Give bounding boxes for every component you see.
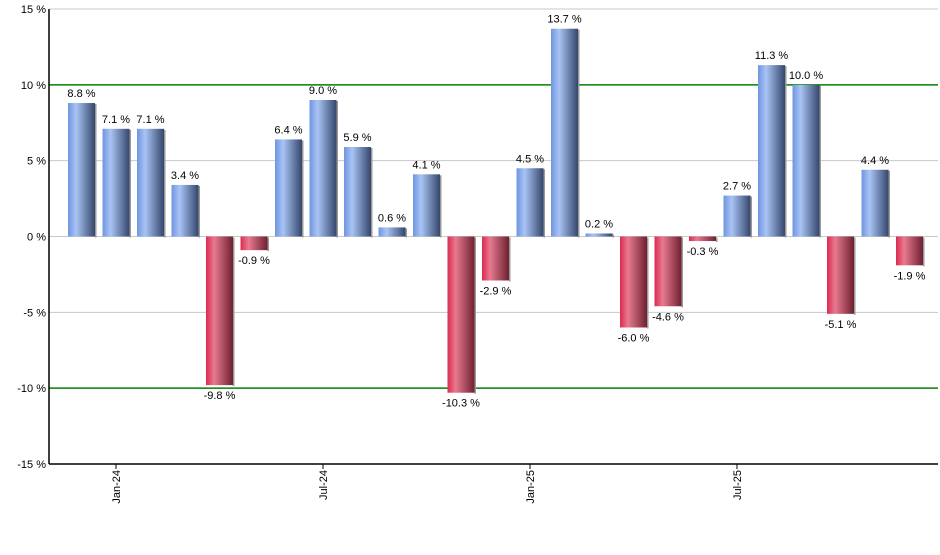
x-tick-label: Jul-25: [732, 470, 744, 500]
bar-shadow: [509, 237, 511, 282]
y-tick-label: 10 %: [21, 80, 46, 92]
data-label: -5.1 %: [825, 319, 857, 331]
bar: [206, 236, 233, 386]
y-tick-label: 15 %: [21, 4, 46, 16]
data-label: -2.9 %: [480, 285, 512, 297]
data-label: 6.4 %: [274, 124, 302, 136]
y-tick-label: -5 %: [23, 307, 46, 319]
bar: [861, 169, 889, 237]
data-label: -4.6 %: [652, 311, 684, 323]
data-label: 4.4 %: [861, 155, 889, 167]
bar: [896, 236, 923, 266]
bar-shadow: [888, 170, 890, 238]
bar-shadow: [923, 237, 925, 267]
y-tick-label: 0 %: [27, 232, 46, 244]
bar: [102, 128, 130, 237]
bar: [827, 236, 854, 314]
data-label: 4.5 %: [516, 153, 544, 165]
bar-shadow: [647, 237, 649, 329]
data-label: 8.8 %: [67, 88, 95, 100]
bar-shadow: [405, 228, 407, 238]
bar: [585, 233, 613, 237]
bar: [723, 195, 751, 237]
data-label: 10.0 %: [789, 70, 823, 82]
bar: [309, 100, 337, 237]
data-label: -0.9 %: [238, 255, 270, 267]
data-label: 11.3 %: [755, 50, 789, 62]
bar: [240, 236, 268, 251]
data-label: 2.7 %: [723, 181, 751, 193]
bar: [551, 28, 578, 237]
bar-shadow: [819, 85, 821, 238]
bar-shadow: [681, 237, 683, 308]
x-tick-label: Jul-24: [318, 470, 330, 500]
y-tick-label: 5 %: [27, 156, 46, 168]
bar: [792, 84, 820, 237]
bar: [413, 174, 440, 237]
bar: [654, 236, 682, 307]
bar: [68, 103, 95, 237]
bar-shadow: [336, 101, 338, 238]
data-label: 0.2 %: [585, 218, 613, 230]
bar-shadow: [785, 66, 787, 238]
data-label: 7.1 %: [136, 114, 164, 126]
data-label: 4.1 %: [412, 159, 440, 171]
bar: [689, 236, 716, 242]
bar: [482, 236, 509, 281]
bar-shadow: [543, 169, 545, 238]
bar: [137, 128, 164, 237]
x-tick-label: Jan-24: [111, 470, 123, 504]
y-tick-label: -10 %: [17, 383, 46, 395]
data-label: 0.6 %: [378, 212, 406, 224]
bar-shadow: [198, 185, 200, 238]
data-label: -0.3 %: [687, 246, 719, 258]
bar-shadow: [302, 140, 304, 238]
x-tick-label: Jan-25: [525, 470, 537, 504]
bar-shadow: [578, 29, 580, 238]
data-label: 3.4 %: [171, 170, 199, 182]
bar: [447, 236, 475, 393]
bar-shadow: [474, 237, 476, 394]
bar: [171, 184, 199, 237]
bar-shadow: [854, 237, 856, 315]
bar-shadow: [750, 196, 752, 238]
data-label: -1.9 %: [894, 270, 926, 282]
bar-shadow: [233, 237, 235, 387]
data-label: -9.8 %: [204, 390, 236, 402]
bar-shadow: [129, 129, 131, 238]
data-label: -6.0 %: [618, 333, 650, 345]
bar: [378, 227, 406, 237]
data-label: 5.9 %: [343, 132, 371, 144]
data-label: -10.3 %: [442, 398, 480, 410]
bar: [620, 236, 647, 328]
bar: [344, 147, 371, 237]
bar: [275, 139, 302, 237]
bar: [758, 65, 785, 237]
bar: [516, 168, 544, 237]
bar-shadow: [371, 148, 373, 238]
bar-shadow: [164, 129, 166, 238]
bar-shadow: [440, 175, 442, 238]
data-label: 9.0 %: [309, 85, 337, 97]
y-tick-label: -15 %: [17, 459, 46, 471]
data-label: 13.7 %: [547, 14, 581, 26]
bar-shadow: [267, 237, 269, 252]
bar-shadow: [612, 234, 614, 238]
data-label: 7.1 %: [102, 114, 130, 126]
bar-shadow: [95, 104, 97, 238]
bar-shadow: [716, 237, 718, 243]
